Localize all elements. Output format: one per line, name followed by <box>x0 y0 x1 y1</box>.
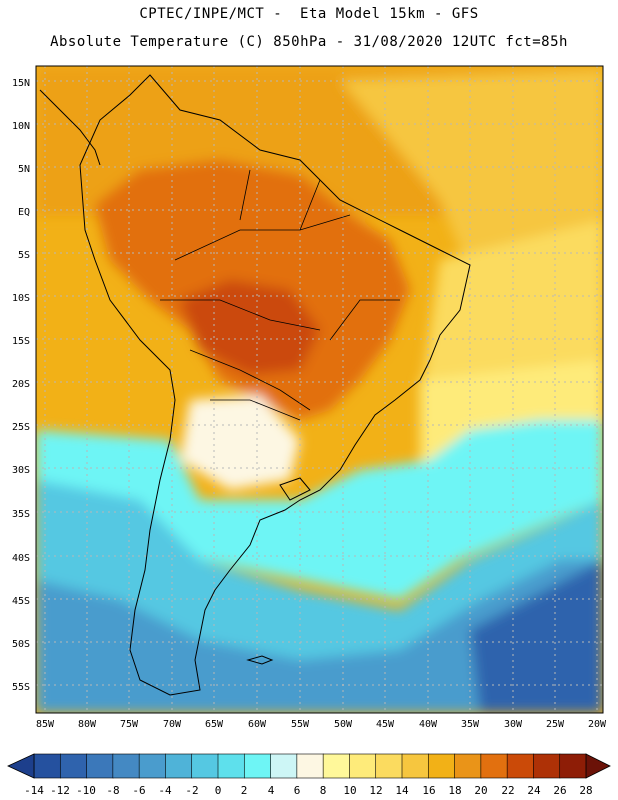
colorbar-cell <box>506 753 535 779</box>
colorbar-tick: 28 <box>579 784 592 797</box>
colorbar-tick: 6 <box>294 784 301 797</box>
lat-label: 15S <box>12 336 30 347</box>
lat-label: 35S <box>12 509 30 520</box>
colorbar-cell <box>191 753 219 779</box>
colorbar-tick: 4 <box>268 784 275 797</box>
lat-label: 5S <box>18 250 30 261</box>
field-colder-south <box>36 560 603 713</box>
lon-label: 60W <box>248 719 267 730</box>
colorbar-cell <box>138 753 167 779</box>
colorbar-cell <box>559 753 587 779</box>
lat-label: 40S <box>12 553 30 564</box>
lon-label: 70W <box>163 719 182 730</box>
lon-label: 40W <box>419 719 438 730</box>
colorbar-tick: -6 <box>132 784 145 797</box>
lat-label: 25S <box>12 422 30 433</box>
uruguay-lagoon <box>279 477 311 501</box>
colorbar-tick: 8 <box>320 784 327 797</box>
colorbar-cell <box>349 753 377 779</box>
latitude-labels: 15N 10N 5N EQ 5S 10S 15S 20S 25S 30S 35S… <box>12 78 30 693</box>
falklands-outline <box>246 655 274 665</box>
colorbar-tick: 10 <box>343 784 356 797</box>
graticule <box>36 66 603 713</box>
central-america-coastline <box>39 89 101 166</box>
lat-label: 45S <box>12 596 30 607</box>
colorbar-tick: -10 <box>76 784 96 797</box>
lon-label: 35W <box>461 719 480 730</box>
lat-label: 20S <box>12 379 30 390</box>
colorbar-cell <box>217 753 245 779</box>
lat-label: 10S <box>12 293 30 304</box>
colorbar-cell <box>243 753 272 779</box>
colorbar-tick: 26 <box>553 784 566 797</box>
temperature-field <box>36 66 603 713</box>
colorbar-cell <box>401 753 429 779</box>
colorbar-min-arrow <box>7 753 35 779</box>
colorbar-tick: 14 <box>395 784 409 797</box>
colorbar-cell <box>86 753 114 779</box>
coastlines <box>39 74 471 696</box>
longitude-labels: 85W 80W 75W 70W 65W 60W 55W 50W 45W 40W … <box>36 719 607 730</box>
colorbar-tick: 2 <box>241 784 248 797</box>
colorbar-tick: -8 <box>106 784 119 797</box>
colorbar-cells <box>33 753 587 779</box>
colorbar-cell <box>427 753 456 779</box>
map-frame <box>35 65 604 714</box>
chart-title-line-1: CPTEC/INPE/MCT - Eta Model 15km - GFS <box>139 6 479 22</box>
colorbar-cell <box>59 753 88 779</box>
colorbar-tick-labels: -14 -12 -10 -8 -6 -4 -2 0 2 4 6 8 10 12 … <box>24 784 593 797</box>
lon-label: 45W <box>376 719 395 730</box>
lon-label: 65W <box>205 719 224 730</box>
colorbar-cell <box>454 753 482 779</box>
colorbar-cell <box>480 753 508 779</box>
lat-label: 50S <box>12 639 30 650</box>
lat-label: 30S <box>12 465 30 476</box>
colorbar-cell <box>270 753 298 779</box>
country-borders <box>160 169 400 421</box>
lat-label: 15N <box>12 78 30 89</box>
colorbar-tick: -2 <box>185 784 198 797</box>
field-land-core <box>180 280 320 375</box>
field-cool-cream <box>180 395 300 490</box>
field-coldest-southeast <box>470 560 603 713</box>
colorbar-cell <box>322 753 351 779</box>
colorbar-tick: 22 <box>501 784 514 797</box>
lat-label: EQ <box>18 207 30 218</box>
lon-label: 25W <box>546 719 565 730</box>
colorbar-cell <box>165 753 193 779</box>
lon-label: 85W <box>36 719 55 730</box>
lon-label: 55W <box>291 719 310 730</box>
colorbar-tick: -14 <box>24 784 44 797</box>
colorbar-cell <box>375 753 403 779</box>
chart-title-line-2: Absolute Temperature (C) 850hPa - 31/08/… <box>50 34 568 50</box>
colorbar-tick: 24 <box>527 784 541 797</box>
lon-label: 50W <box>334 719 353 730</box>
lon-label: 80W <box>78 719 97 730</box>
colorbar-tick: -4 <box>158 784 172 797</box>
colorbar-tick: 0 <box>215 784 222 797</box>
colorbar-cell <box>296 753 324 779</box>
colorbar-tick: 12 <box>369 784 382 797</box>
lon-label: 75W <box>120 719 139 730</box>
lon-label: 20W <box>588 719 607 730</box>
colorbar-tick: -12 <box>50 784 70 797</box>
colorbar-tick: 18 <box>448 784 461 797</box>
colorbar-max-arrow <box>585 753 611 779</box>
lon-label: 30W <box>504 719 523 730</box>
lat-label: 10N <box>12 121 30 132</box>
colorbar-tick: 16 <box>422 784 435 797</box>
colorbar-tick: 20 <box>474 784 487 797</box>
colorbar-cell <box>33 753 61 779</box>
lat-label: 55S <box>12 682 30 693</box>
lat-label: 5N <box>18 164 30 175</box>
colorbar-cell <box>533 753 561 779</box>
colorbar: -14 -12 -10 -8 -6 -4 -2 0 2 4 6 8 10 12 … <box>7 753 611 797</box>
colorbar-cell <box>112 753 140 779</box>
